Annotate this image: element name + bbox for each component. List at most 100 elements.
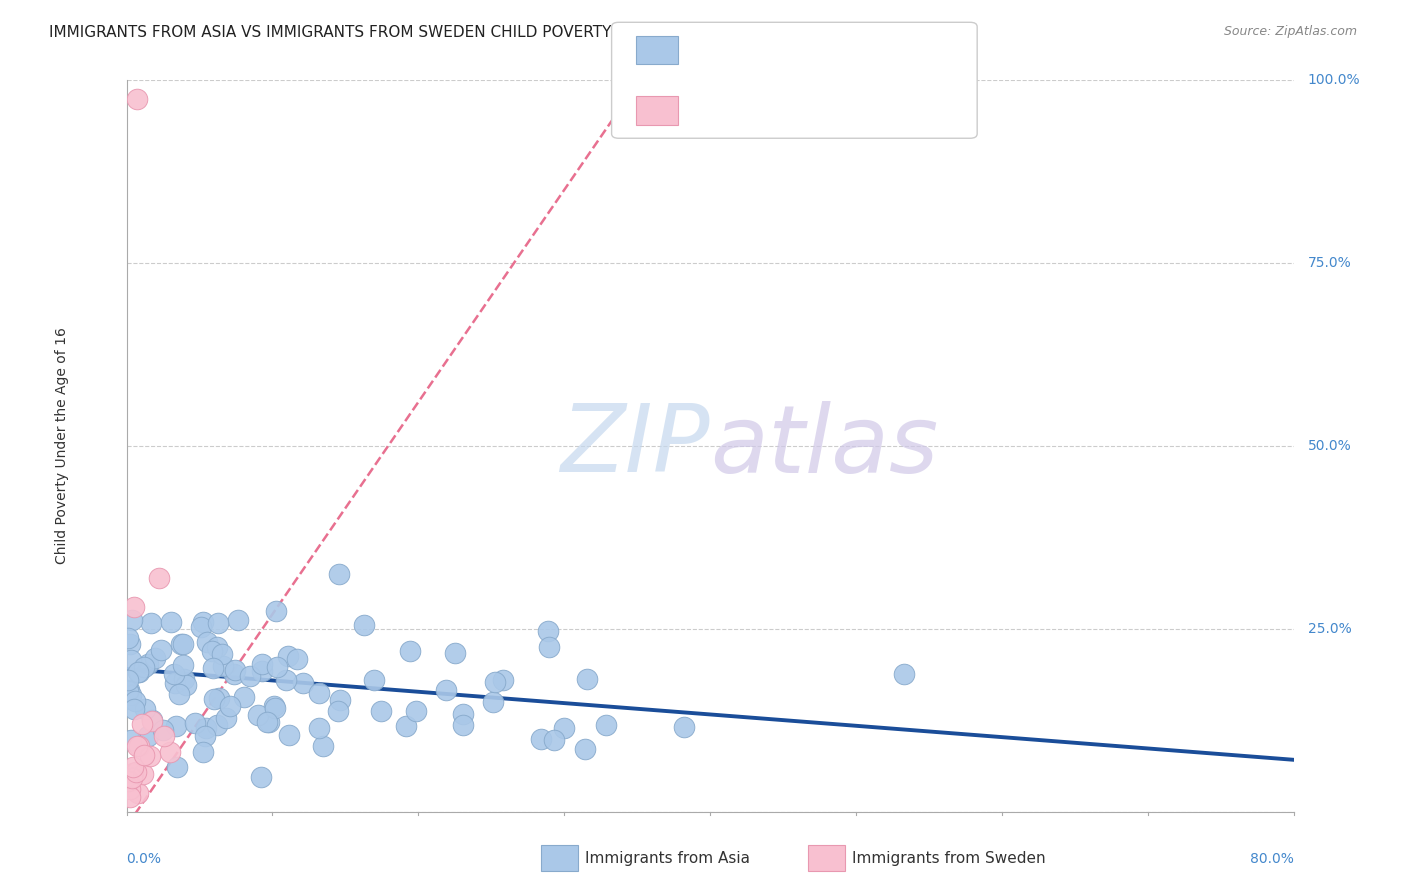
Point xyxy=(308,721,330,735)
Point xyxy=(207,615,229,630)
Point xyxy=(207,718,229,732)
Point xyxy=(266,659,288,673)
Point xyxy=(277,728,299,742)
Point xyxy=(239,669,262,683)
Point xyxy=(152,729,174,743)
Point xyxy=(201,661,224,675)
Point xyxy=(194,729,217,743)
Point xyxy=(263,698,285,713)
Point xyxy=(194,721,217,735)
Point xyxy=(118,790,141,805)
Point xyxy=(202,692,225,706)
Point xyxy=(190,620,212,634)
Point xyxy=(252,665,274,679)
Text: 0.0%: 0.0% xyxy=(127,852,162,866)
Point xyxy=(672,720,695,734)
Point xyxy=(173,672,195,686)
Point xyxy=(134,660,156,674)
Point xyxy=(553,721,575,735)
Point xyxy=(353,618,375,632)
Text: Child Poverty Under the Age of 16: Child Poverty Under the Age of 16 xyxy=(55,327,69,565)
Point xyxy=(530,732,553,747)
Point xyxy=(165,676,187,690)
Point xyxy=(211,647,233,661)
Point xyxy=(134,702,156,716)
Point xyxy=(169,637,191,651)
Point xyxy=(117,773,139,788)
Point xyxy=(120,733,142,747)
Text: 50.0%: 50.0% xyxy=(1308,439,1351,453)
Point xyxy=(543,733,565,747)
Point xyxy=(120,653,142,667)
Point xyxy=(329,693,352,707)
Point xyxy=(117,631,139,645)
Point xyxy=(120,781,142,796)
Point xyxy=(574,742,596,756)
Point xyxy=(163,667,186,681)
Point xyxy=(172,637,194,651)
Point xyxy=(118,636,141,650)
Point xyxy=(131,717,153,731)
Point xyxy=(436,683,458,698)
Point xyxy=(205,640,228,655)
Point xyxy=(893,667,915,681)
Point xyxy=(152,723,174,738)
Point xyxy=(285,652,308,666)
Point xyxy=(399,644,422,658)
Point xyxy=(224,663,246,677)
Text: ZIP: ZIP xyxy=(561,401,710,491)
Point xyxy=(132,747,155,762)
Point xyxy=(453,706,475,721)
Text: 100.0%: 100.0% xyxy=(1308,73,1360,87)
Point xyxy=(326,704,349,718)
Point xyxy=(595,718,617,732)
Point xyxy=(444,646,467,660)
Point xyxy=(139,749,162,764)
Point xyxy=(141,714,163,728)
Point xyxy=(143,651,166,665)
Point xyxy=(127,786,149,800)
Point xyxy=(218,698,240,713)
Text: atlas: atlas xyxy=(710,401,938,491)
Point xyxy=(575,672,598,686)
Text: Immigrants from Asia: Immigrants from Asia xyxy=(585,851,749,865)
Point xyxy=(250,770,273,784)
Point xyxy=(312,739,335,754)
Point xyxy=(328,567,350,582)
Point xyxy=(136,657,159,671)
Text: 80.0%: 80.0% xyxy=(1250,852,1294,866)
Point xyxy=(136,729,159,743)
Point xyxy=(363,673,385,688)
Point xyxy=(484,675,506,690)
Text: Immigrants from Sweden: Immigrants from Sweden xyxy=(852,851,1046,865)
Text: R = -0.440  N = 100: R = -0.440 N = 100 xyxy=(686,41,876,59)
Point xyxy=(259,714,281,729)
Point xyxy=(292,675,315,690)
Point xyxy=(308,686,330,700)
Point xyxy=(122,702,145,716)
Text: R =  0.681  N =  20: R = 0.681 N = 20 xyxy=(686,102,876,120)
Point xyxy=(128,665,150,680)
Point xyxy=(139,615,162,630)
Point xyxy=(121,613,143,627)
Point xyxy=(232,690,254,704)
Point xyxy=(201,644,224,658)
Point xyxy=(121,772,143,786)
Text: 75.0%: 75.0% xyxy=(1308,256,1351,270)
Point xyxy=(160,615,183,629)
Point xyxy=(174,678,197,692)
Text: Source: ZipAtlas.com: Source: ZipAtlas.com xyxy=(1223,25,1357,38)
Point xyxy=(121,688,143,702)
Point xyxy=(127,665,149,679)
Point xyxy=(165,719,187,733)
Point xyxy=(121,766,143,780)
Point xyxy=(149,643,172,657)
Point xyxy=(125,92,148,106)
Point xyxy=(395,719,418,733)
Point xyxy=(370,704,392,718)
Point xyxy=(277,648,299,663)
Point xyxy=(118,682,141,697)
Point xyxy=(252,657,274,672)
Point xyxy=(132,767,155,781)
Point xyxy=(117,673,139,687)
